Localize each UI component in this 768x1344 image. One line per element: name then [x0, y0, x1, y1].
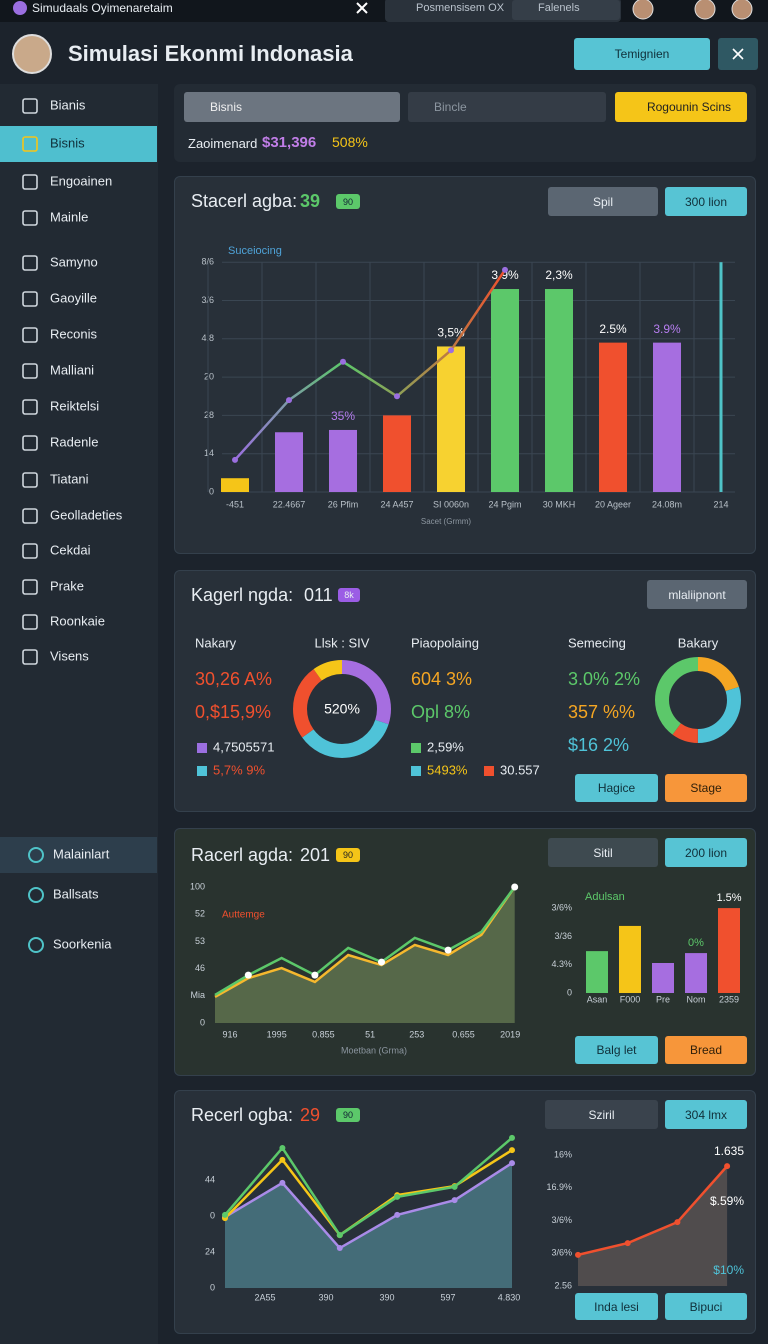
summary-label: Zaoimenard	[188, 136, 258, 151]
input[interactable]: Bincle	[408, 92, 606, 122]
panel-button[interactable]: Inda lesi	[575, 1293, 658, 1320]
panel-button[interactable]: Balg let	[575, 1036, 658, 1064]
summary-value: $31,396	[262, 134, 317, 151]
panel-button[interactable]: 304 lmx	[665, 1100, 747, 1129]
badge: 90	[336, 848, 360, 862]
panel-button[interactable]: 200 lion	[665, 838, 747, 867]
search-box[interactable]	[512, 0, 620, 20]
panel-button[interactable]: Hagice	[575, 774, 658, 802]
panel-button[interactable]: Spil	[548, 187, 658, 216]
badge: 90	[336, 194, 360, 209]
toolbar-button[interactable]: Rogounin Scins	[615, 92, 747, 122]
panel-value: 201	[300, 845, 331, 865]
panel-value: 39	[300, 191, 321, 211]
tab[interactable]: Posmensisem OX	[416, 2, 505, 14]
panel-title: Stacerl agba:	[191, 191, 298, 211]
badge: 8k	[338, 588, 360, 602]
panel-title: Recerl ogba:	[191, 1105, 294, 1125]
panel-value: 29	[300, 1105, 321, 1125]
panel-title: Racerl agda:	[191, 845, 294, 865]
summary-change: 508%	[332, 134, 368, 150]
app-name: Simudaals Oyimenaretaim	[32, 1, 173, 15]
panel-button[interactable]: Sitil	[548, 838, 658, 867]
panel-button[interactable]: Stage	[665, 774, 747, 802]
close-button[interactable]	[718, 38, 758, 70]
panel-title: Kagerl ngda:	[191, 585, 294, 605]
panel	[174, 176, 756, 554]
header-button[interactable]: Temignien	[574, 38, 710, 70]
badge: 90	[336, 1108, 360, 1122]
panel-button[interactable]: Sziril	[545, 1100, 658, 1129]
panel-value: 011	[304, 585, 333, 605]
panel-button[interactable]: 300 lion	[665, 187, 747, 216]
panel-button[interactable]: Bread	[665, 1036, 747, 1064]
sidebar	[0, 84, 158, 1344]
tab[interactable]: Falenels	[538, 2, 580, 14]
input[interactable]: Bisnis	[184, 92, 400, 122]
panel-button[interactable]: Bipuci	[665, 1293, 747, 1320]
page-title: Simulasi Ekonmi Indonasia	[68, 41, 353, 66]
panel-button[interactable]: mlaliipnont	[647, 580, 747, 609]
avatar[interactable]	[12, 34, 52, 74]
